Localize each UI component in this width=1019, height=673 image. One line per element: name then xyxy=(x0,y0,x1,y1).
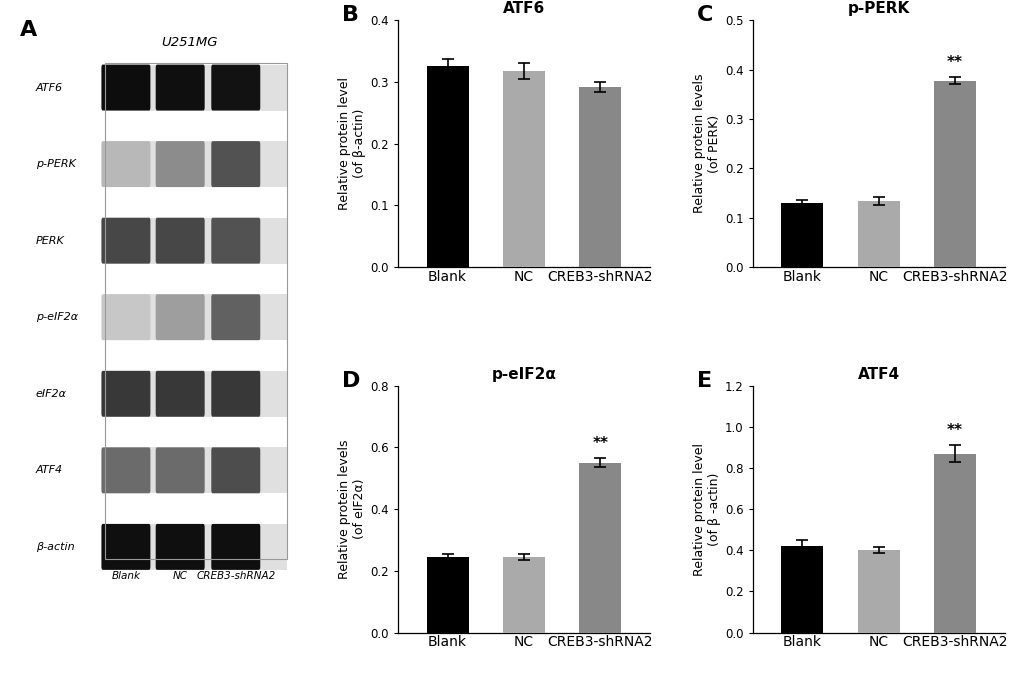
FancyBboxPatch shape xyxy=(211,217,260,264)
Bar xyxy=(502,557,544,633)
Text: PERK: PERK xyxy=(36,236,64,246)
FancyBboxPatch shape xyxy=(211,524,260,570)
Text: p-eIF2α: p-eIF2α xyxy=(36,312,77,322)
Bar xyxy=(857,551,899,633)
Bar xyxy=(105,524,287,570)
Text: **: ** xyxy=(946,423,962,438)
FancyBboxPatch shape xyxy=(211,141,260,187)
Bar xyxy=(105,65,287,110)
FancyBboxPatch shape xyxy=(156,141,205,187)
Bar xyxy=(105,294,287,340)
Text: ATF4: ATF4 xyxy=(36,465,63,475)
Y-axis label: Relative protein levels
(of PERK): Relative protein levels (of PERK) xyxy=(692,74,720,213)
FancyBboxPatch shape xyxy=(211,371,260,417)
Bar xyxy=(426,67,468,267)
Text: Blank: Blank xyxy=(111,571,141,581)
Bar xyxy=(579,87,621,267)
Bar xyxy=(105,448,287,493)
FancyBboxPatch shape xyxy=(101,448,150,493)
Y-axis label: Relative protein level
(of β-actin): Relative protein level (of β-actin) xyxy=(337,77,366,210)
Text: CREB3-shRNA2: CREB3-shRNA2 xyxy=(196,571,275,581)
Text: **: ** xyxy=(946,55,962,70)
Bar xyxy=(579,463,621,633)
Text: **: ** xyxy=(592,436,607,451)
Text: eIF2α: eIF2α xyxy=(36,389,67,399)
Bar xyxy=(933,81,975,267)
Y-axis label: Relative protein levels
(of eIF2α): Relative protein levels (of eIF2α) xyxy=(337,439,366,579)
Y-axis label: Relative protein level
(of β -actin): Relative protein level (of β -actin) xyxy=(692,443,719,575)
Title: p-PERK: p-PERK xyxy=(847,1,909,16)
FancyBboxPatch shape xyxy=(156,217,205,264)
FancyBboxPatch shape xyxy=(101,371,150,417)
Bar xyxy=(426,557,468,633)
Bar xyxy=(105,217,287,264)
FancyBboxPatch shape xyxy=(156,294,205,340)
Bar xyxy=(105,141,287,187)
Bar xyxy=(781,203,822,267)
FancyBboxPatch shape xyxy=(101,217,150,264)
FancyBboxPatch shape xyxy=(156,371,205,417)
FancyBboxPatch shape xyxy=(101,294,150,340)
Text: C: C xyxy=(696,5,712,26)
Bar xyxy=(781,546,822,633)
FancyBboxPatch shape xyxy=(211,448,260,493)
Title: ATF6: ATF6 xyxy=(502,1,544,16)
Text: E: E xyxy=(696,371,711,391)
Text: NC: NC xyxy=(172,571,187,581)
FancyBboxPatch shape xyxy=(156,65,205,110)
FancyBboxPatch shape xyxy=(101,141,150,187)
Text: β-actin: β-actin xyxy=(36,542,74,552)
FancyBboxPatch shape xyxy=(156,524,205,570)
Bar xyxy=(105,63,287,559)
Title: p-eIF2α: p-eIF2α xyxy=(491,367,555,382)
Title: ATF4: ATF4 xyxy=(857,367,899,382)
Bar xyxy=(105,371,287,417)
Text: U251MG: U251MG xyxy=(161,36,217,48)
Text: B: B xyxy=(342,5,359,26)
Bar xyxy=(857,201,899,267)
Text: A: A xyxy=(20,20,38,40)
FancyBboxPatch shape xyxy=(211,294,260,340)
Text: D: D xyxy=(342,371,361,391)
Bar xyxy=(933,454,975,633)
FancyBboxPatch shape xyxy=(156,448,205,493)
FancyBboxPatch shape xyxy=(101,524,150,570)
Text: p-PERK: p-PERK xyxy=(36,159,75,169)
Bar xyxy=(502,71,544,267)
FancyBboxPatch shape xyxy=(211,65,260,110)
FancyBboxPatch shape xyxy=(101,65,150,110)
Text: ATF6: ATF6 xyxy=(36,83,63,93)
